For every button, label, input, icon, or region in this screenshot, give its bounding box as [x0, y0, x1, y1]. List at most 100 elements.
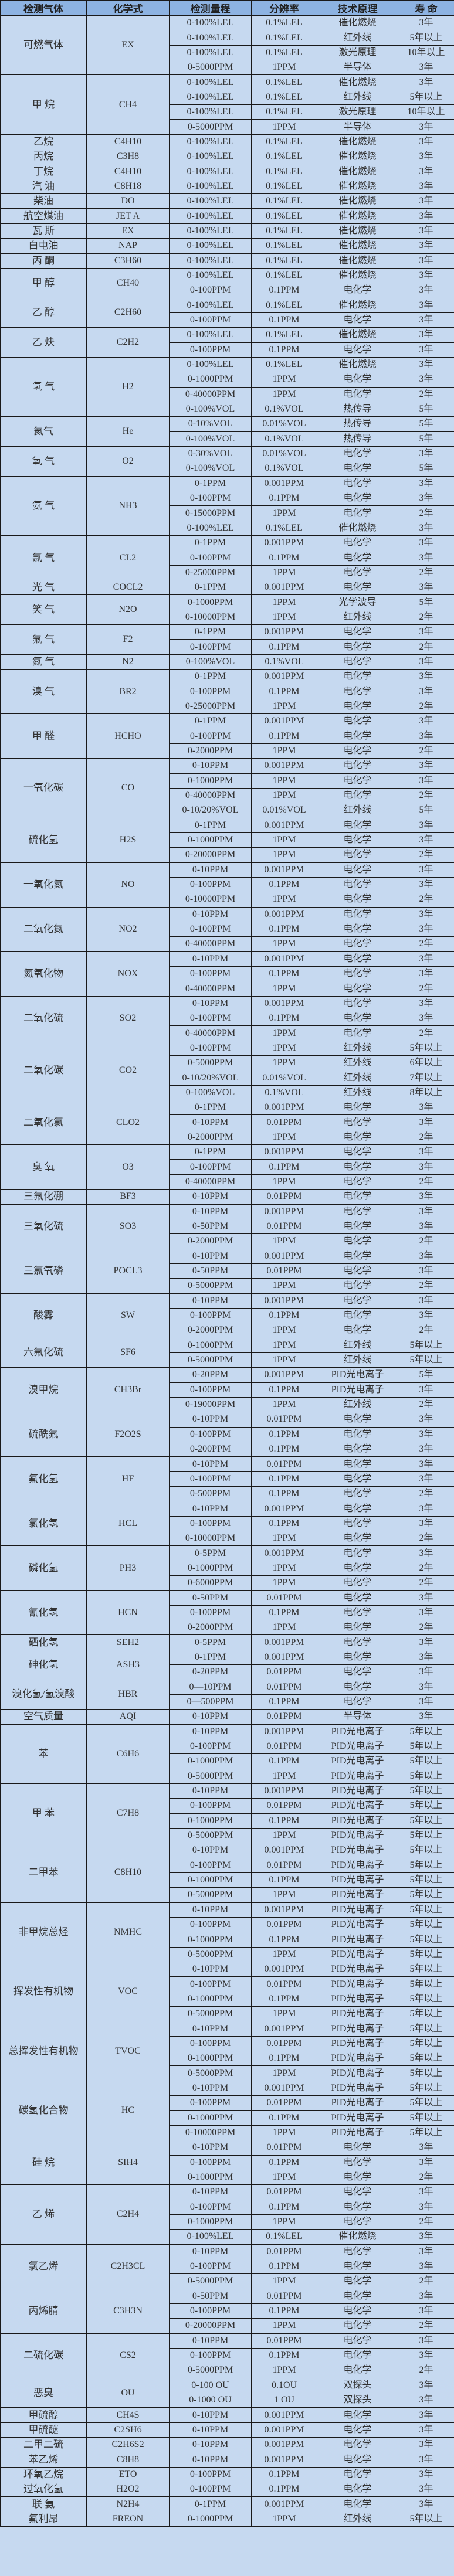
table-row: 0-100%LEL 0.1%LEL 红外线 5年以上 — [1, 89, 454, 106]
range-cell: 0-100PPM — [169, 550, 252, 566]
lifespan-cell: 5年以上 — [398, 1843, 454, 1858]
table-row: 丙烯腈 C3H3N 0-50PPM 0.01PPM 电化学 3年 — [0, 2288, 454, 2334]
formula-cell: He — [86, 416, 170, 447]
table-row: 二氧化氮 NO2 0-10PPM 0.001PPM 电化学 3年 — [0, 906, 454, 952]
principle-cell: 催化燃烧 — [317, 356, 398, 373]
range-cell: 0-100%LEL — [169, 327, 252, 343]
formula-cell: C7H8 — [86, 1783, 170, 1844]
range-cell: 0-10/20%VOL — [169, 1070, 252, 1086]
gas-name-cell: 氟 气 — [0, 624, 87, 655]
resolution-cell: 0.1PPM — [251, 1694, 317, 1710]
lifespan-cell: 3年 — [398, 2347, 454, 2364]
lifespan-cell: 3年 — [398, 15, 454, 31]
gas-name-cell: 磷化氢 — [0, 1545, 87, 1591]
table-row: 0-100PPM 0.01PPM PID光电离子 5年以上 — [1, 1857, 454, 1873]
table-row: 0-25000PPM 1PPM 电化学 2年 — [1, 565, 454, 581]
lifespan-cell: 2年 — [398, 892, 454, 908]
principle-cell: 电化学 — [317, 1634, 398, 1650]
range-cell: 0-100%LEL — [169, 356, 252, 373]
principle-cell: PID光电离子 — [317, 1843, 398, 1858]
range-cell: 0-20000PPM — [169, 847, 252, 863]
lifespan-cell: 2年 — [398, 1575, 454, 1591]
principle-cell: PID光电离子 — [317, 2035, 398, 2052]
table-row: 氟利昂 FREON 0-1000PPM 1PPM 红外线 5年以上 — [0, 2511, 454, 2527]
resolution-cell: 0.001PPM — [251, 2437, 317, 2453]
range-cell: 0-10/20%VOL — [169, 803, 252, 818]
formula-cell: C2H60 — [86, 297, 170, 328]
resolution-cell: 0.001PPM — [251, 1634, 317, 1650]
table-row: 氮 气 N2 0-100%VOL 0.1%VOL 电化学 3年 — [0, 654, 454, 670]
principle-cell: 催化燃烧 — [317, 327, 398, 343]
table-row: 0-20PPM 0.01PPM 电化学 3年 — [1, 1664, 454, 1680]
lifespan-cell: 3年 — [398, 1159, 454, 1175]
resolution-cell: 0.01PPM — [251, 2035, 317, 2052]
formula-cell: SO2 — [86, 995, 170, 1041]
range-cell: 0-5000PPM — [169, 60, 252, 76]
lifespan-cell: 5年以上 — [398, 2110, 454, 2126]
formula-cell: C2H3CL — [86, 2244, 170, 2289]
range-cell: 0-1PPM — [169, 817, 252, 833]
principle-cell: 电化学 — [317, 1426, 398, 1443]
resolution-cell: 0.1PPM — [251, 1159, 317, 1175]
principle-cell: 双探头 — [317, 2392, 398, 2408]
principle-cell: 催化燃烧 — [317, 253, 398, 269]
range-cell: 0-1PPM — [169, 475, 252, 492]
principle-cell: 红外线 — [317, 1055, 398, 1071]
resolution-cell: 0.001PPM — [251, 669, 317, 685]
principle-cell: PID光电离子 — [317, 2125, 398, 2141]
lifespan-cell: 5年以上 — [398, 1916, 454, 1933]
table-row: 0-40000PPM 1PPM 电化学 2年 — [1, 981, 454, 997]
principle-cell: 电化学 — [317, 283, 398, 298]
gas-name-cell: 白电油 — [0, 238, 87, 254]
range-cell: 0-100%VOL — [169, 1085, 252, 1101]
table-row: 0-2000PPM 1PPM 电化学 2年 — [1, 743, 454, 759]
resolution-cell: 1PPM — [251, 743, 317, 759]
table-row: 0-100%VOL 0.1%VOL 电化学 5年 — [1, 461, 454, 477]
table-row: 酸雾 SW 0-10PPM 0.001PPM 电化学 3年 — [0, 1293, 454, 1338]
principle-cell: 电化学 — [317, 2273, 398, 2289]
resolution-cell: 0.001PPM — [251, 1367, 317, 1383]
gas-name-cell: 恶臭 — [0, 2377, 87, 2408]
gas-name-cell: 二氧化氯 — [0, 1100, 87, 1146]
principle-cell: 光学波导 — [317, 594, 398, 610]
principle-cell: 电化学 — [317, 787, 398, 804]
lifespan-cell: 3年 — [398, 817, 454, 833]
range-cell: 0-100 OU — [169, 2377, 252, 2394]
range-cell: 0-2000PPM — [169, 1620, 252, 1636]
lifespan-cell: 3年 — [398, 2333, 454, 2349]
gas-name-cell: 挥发性有机物 — [0, 1962, 87, 2022]
table-row: 0-2000PPM 1PPM 电化学 2年 — [1, 1233, 454, 1249]
lifespan-cell: 3年 — [398, 520, 454, 536]
lifespan-cell: 5年以上 — [398, 1902, 454, 1918]
lifespan-cell: 3年 — [398, 372, 454, 388]
lifespan-cell: 3年 — [398, 2377, 454, 2394]
range-cell: 0-1000PPM — [169, 2110, 252, 2126]
table-row: 0-100PPM 0.01PPM PID光电离子 5年以上 — [1, 2095, 454, 2111]
gas-name-cell: 非甲烷总烃 — [0, 1902, 87, 1963]
range-cell: 0—500PPM — [169, 1694, 252, 1710]
gas-name-cell: 氦气 — [0, 416, 87, 447]
formula-cell: C3H3N — [86, 2288, 170, 2334]
lifespan-cell: 3年 — [398, 208, 454, 224]
lifespan-cell: 3年 — [398, 2437, 454, 2453]
principle-cell: 电化学 — [317, 1590, 398, 1606]
table-row: 过氧化氢 H2O2 0-100PPM 0.1PPM 电化学 3年 — [0, 2482, 454, 2497]
resolution-cell: 0.001PPM — [251, 2452, 317, 2468]
gas-name-cell: 氟利昂 — [0, 2511, 87, 2527]
table-row: 0-1000PPM 1PPM 电化学 3年 — [1, 372, 454, 388]
formula-cell: C2H6S2 — [86, 2437, 170, 2453]
principle-cell: 电化学 — [317, 773, 398, 789]
range-cell: 0-100%LEL — [169, 104, 252, 120]
table-row: 甲 醇 CH40 0-100%LEL 0.1%LEL 催化燃烧 3年 — [0, 267, 454, 298]
table-row: 二硫化碳 CS2 0-10PPM 0.01PPM 电化学 3年 — [0, 2333, 454, 2378]
range-cell: 0-1000PPM — [169, 2511, 252, 2527]
lifespan-cell: 3年 — [398, 1263, 454, 1279]
table-row: 0-5000PPM 1PPM PID光电离子 5年以上 — [1, 2065, 454, 2081]
resolution-cell: 1PPM — [251, 2006, 317, 2022]
resolution-cell: 1PPM — [251, 2065, 317, 2081]
gas-name-cell: 三氯氧磷 — [0, 1248, 87, 1294]
range-cell: 0-100PPM — [169, 1857, 252, 1873]
range-cell: 0-100%LEL — [169, 178, 252, 195]
lifespan-cell: 2年 — [398, 1323, 454, 1338]
range-cell: 0-40000PPM — [169, 981, 252, 997]
